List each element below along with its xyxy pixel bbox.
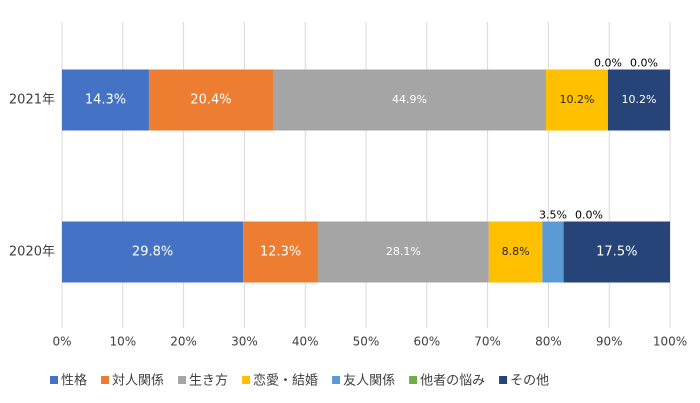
bar-segment xyxy=(62,69,149,131)
data-label: 12.3% xyxy=(260,245,301,260)
bar-segment xyxy=(563,221,670,283)
data-label: 0.0% xyxy=(575,209,603,222)
data-label: 44.9% xyxy=(392,93,427,106)
bar-segment xyxy=(317,221,489,283)
x-tick-label: 50% xyxy=(353,335,380,349)
legend-label: 友人関係 xyxy=(343,373,395,389)
x-tick-label: 80% xyxy=(535,335,562,349)
bar-segment xyxy=(542,221,564,283)
legend-label: 他者の悩み xyxy=(420,374,485,389)
legend-swatch xyxy=(178,376,187,384)
x-tick-label: 30% xyxy=(231,335,258,349)
x-tick-label: 40% xyxy=(292,335,319,349)
legend-label: その他 xyxy=(510,374,549,389)
legend-swatch xyxy=(499,376,508,384)
data-label: 10.2% xyxy=(622,93,657,106)
data-label: 10.2% xyxy=(559,93,594,106)
y-tick-label: 2020年 xyxy=(9,245,55,260)
data-label: 28.1% xyxy=(386,245,421,258)
bar-segment xyxy=(148,69,273,131)
data-label: 20.4% xyxy=(190,93,231,108)
x-tick-label: 90% xyxy=(596,335,623,349)
legend-swatch xyxy=(409,376,418,384)
data-label: 17.5% xyxy=(596,245,637,260)
data-label: 8.8% xyxy=(502,245,530,258)
bar-segment xyxy=(62,221,244,283)
data-label: 29.8% xyxy=(132,245,173,260)
bar-segment xyxy=(488,221,543,283)
y-tick-label: 2021年 xyxy=(9,93,55,108)
bar-segment xyxy=(545,69,608,131)
x-tick-label: 60% xyxy=(413,335,440,349)
legend-swatch xyxy=(50,376,58,384)
data-label: 0.0% xyxy=(630,57,658,70)
legend-label: 恋愛・結婚 xyxy=(253,373,318,389)
data-label: 0.0% xyxy=(594,57,622,70)
bar-segment xyxy=(243,221,318,283)
data-label: 14.3% xyxy=(85,93,126,108)
x-tick-label: 100% xyxy=(653,335,687,349)
legend-label: 生き方 xyxy=(189,373,228,389)
legend-label: 対人関係 xyxy=(112,374,164,389)
legend-swatch xyxy=(242,376,251,384)
legend-swatch xyxy=(101,376,110,384)
bar-segment xyxy=(607,69,670,131)
x-tick-label: 20% xyxy=(170,335,197,349)
x-tick-label: 0% xyxy=(52,335,71,349)
bar-segment xyxy=(272,69,546,131)
legend-swatch xyxy=(332,376,341,384)
legend-label: 性格 xyxy=(61,373,87,389)
x-tick-label: 10% xyxy=(109,335,136,349)
x-tick-label: 70% xyxy=(474,335,501,349)
data-label: 3.5% xyxy=(539,209,567,222)
